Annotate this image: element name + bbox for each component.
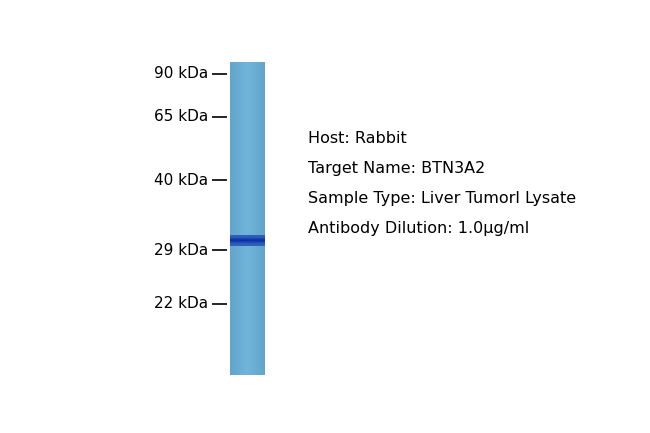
Text: Target Name: BTN3A2: Target Name: BTN3A2 [308,161,485,176]
Text: 29 kDa: 29 kDa [154,243,208,258]
Text: 40 kDa: 40 kDa [154,173,208,188]
Text: Sample Type: Liver Tumorl Lysate: Sample Type: Liver Tumorl Lysate [308,191,576,206]
Text: Antibody Dilution: 1.0µg/ml: Antibody Dilution: 1.0µg/ml [308,221,529,236]
Text: Host: Rabbit: Host: Rabbit [308,131,407,146]
Text: 65 kDa: 65 kDa [154,110,208,124]
Text: 22 kDa: 22 kDa [154,296,208,311]
Text: 90 kDa: 90 kDa [154,66,208,81]
